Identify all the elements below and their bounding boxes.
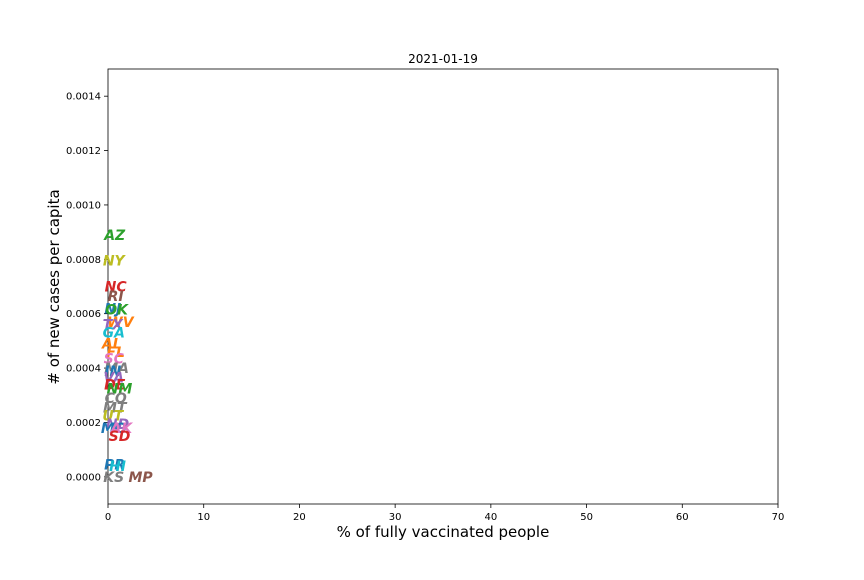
- data-point-ks: KS: [103, 470, 124, 486]
- data-point-az: AZ: [103, 228, 126, 244]
- data-point-sc: SC: [104, 352, 125, 368]
- data-point-ut: UT: [102, 409, 124, 425]
- data-point-sd: SD: [109, 429, 131, 445]
- y-tick-label: 0.0014: [66, 92, 101, 103]
- data-point-wv: WV: [107, 315, 134, 331]
- data-point-mp: MP: [128, 470, 153, 486]
- x-axis-label: % of fully vaccinated people: [337, 523, 550, 541]
- data-point-mo: MO: [101, 421, 127, 437]
- x-tick-label: 50: [580, 512, 593, 523]
- data-point-de: DE: [104, 377, 126, 393]
- data-point-al: AL: [101, 337, 122, 353]
- data-point-in: IN: [104, 364, 121, 380]
- data-point-mt: MT: [103, 400, 128, 416]
- chart-title: 2021-01-19: [408, 52, 478, 66]
- data-point-ma: MA: [104, 361, 129, 377]
- data-point-va: VA: [103, 371, 124, 387]
- y-axis-ticks: 0.0000 0.0002 0.0004 0.0006 0.0008 0.0010 0.00…: [66, 92, 108, 483]
- y-tick-label: 0.0000: [66, 472, 101, 483]
- data-point-ok: OK: [105, 303, 129, 319]
- x-tick-label: 70: [772, 512, 785, 523]
- y-tick-label: 0.0010: [66, 200, 101, 211]
- x-tick-label: 40: [484, 512, 497, 523]
- y-tick-label: 0.0002: [66, 418, 101, 429]
- x-tick-label: 20: [293, 512, 306, 523]
- x-axis-ticks: 0 10 20 30 40 50 60 70: [105, 504, 785, 523]
- y-axis-label: # of new cases per capita: [45, 189, 63, 384]
- data-point-nm: NM: [107, 381, 133, 397]
- data-point-ga: GA: [103, 326, 125, 342]
- data-point-hi: HI: [109, 459, 126, 475]
- data-point-ri: RI: [108, 289, 124, 305]
- data-point-nj: NJ: [104, 301, 121, 317]
- data-point-nc: NC: [105, 280, 128, 296]
- plot-area: [107, 68, 779, 505]
- y-tick-label: 0.0006: [66, 309, 101, 320]
- x-tick-label: 30: [389, 512, 402, 523]
- data-point-pr: PR: [104, 458, 125, 474]
- data-point-fl: FL: [106, 345, 124, 361]
- data-point-ny: NY: [103, 254, 127, 270]
- data-point-co: CO: [105, 391, 127, 407]
- data-points: AZ NY NCRINJOKWVTXGAALFLSCMAINVADENMCOMTUT…: [101, 228, 154, 486]
- y-tick-label: 0.0012: [66, 146, 101, 157]
- x-tick-label: 60: [676, 512, 689, 523]
- x-tick-label: 0: [105, 512, 111, 523]
- data-point-ak: AK: [110, 421, 134, 437]
- y-tick-label: 0.0004: [66, 364, 101, 375]
- x-tick-label: 10: [197, 512, 210, 523]
- data-point-nd: ND: [106, 417, 129, 433]
- y-tick-label: 0.0008: [66, 255, 101, 266]
- data-point-tx: TX: [103, 318, 125, 334]
